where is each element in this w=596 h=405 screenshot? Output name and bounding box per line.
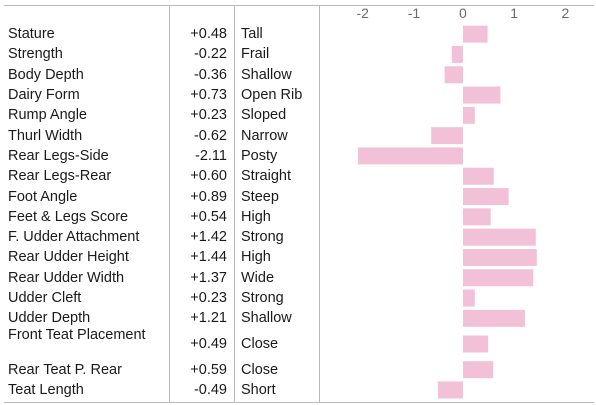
- trait-name: Udder Cleft: [8, 290, 82, 307]
- trait-descriptor: Short: [241, 381, 276, 398]
- trait-value: +0.23: [190, 290, 227, 307]
- x-tick-label: -2: [357, 5, 370, 21]
- bar: [431, 127, 463, 145]
- trait-value: +0.54: [190, 208, 227, 225]
- trait-value: +0.73: [190, 87, 227, 104]
- bar: [444, 66, 463, 84]
- bar: [463, 248, 537, 266]
- trait-descriptor: Shallow: [241, 66, 292, 83]
- trait-value: -0.62: [193, 127, 227, 144]
- trait-name: Foot Angle: [8, 188, 78, 205]
- bar: [463, 228, 536, 246]
- trait-name: Body Depth: [8, 66, 84, 83]
- bar: [451, 45, 463, 63]
- trait-descriptor: Narrow: [241, 127, 288, 144]
- trait-name: Thurl Width: [8, 127, 83, 144]
- bar: [463, 335, 489, 353]
- bar: [463, 86, 501, 104]
- column-divider-1: [169, 6, 170, 402]
- trait-descriptor: Strong: [241, 229, 284, 246]
- trait-name: Teat Length: [8, 381, 84, 398]
- trait-value: +0.60: [190, 168, 227, 185]
- bar: [437, 381, 463, 399]
- trait-name: Rear Udder Width: [8, 269, 125, 286]
- bar: [463, 208, 491, 226]
- trait-descriptor: Straight: [241, 168, 291, 185]
- column-divider-2: [234, 6, 235, 402]
- bar: [463, 289, 475, 307]
- x-tick-label: 1: [510, 5, 518, 21]
- trait-name: Dairy Form: [8, 87, 80, 104]
- trait-value: +1.44: [190, 249, 227, 266]
- bar: [463, 167, 494, 185]
- trait-descriptor: Tall: [241, 26, 263, 43]
- trait-name: Rear Teat P. Rear: [8, 361, 122, 378]
- trait-value: +0.89: [190, 188, 227, 205]
- trait-value: +0.48: [190, 26, 227, 43]
- trait-value: -0.36: [193, 66, 227, 83]
- trait-name: Rear Legs-Side: [8, 147, 109, 164]
- trait-name: F. Udder Attachment: [8, 229, 140, 246]
- trait-value: -0.49: [193, 381, 227, 398]
- trait-descriptor: Posty: [241, 147, 278, 164]
- trait-name: Rear Legs-Rear: [8, 168, 112, 185]
- trait-value: +1.21: [190, 310, 227, 327]
- trait-value: +1.37: [190, 269, 227, 286]
- bar: [463, 188, 509, 206]
- x-tick-label: -1: [408, 5, 421, 21]
- trait-value: -0.22: [193, 46, 227, 63]
- bottom-border: [4, 402, 594, 403]
- column-divider-3: [319, 6, 320, 402]
- trait-value: +0.49: [190, 336, 227, 352]
- trait-value: +0.23: [190, 107, 227, 124]
- trait-descriptor: High: [241, 208, 271, 225]
- trait-name: Strength: [8, 46, 63, 63]
- trait-descriptor: Close: [241, 361, 279, 378]
- bar: [357, 147, 463, 165]
- trait-descriptor: Strong: [241, 290, 284, 307]
- x-tick-label: 0: [459, 5, 467, 21]
- top-border: [4, 5, 594, 6]
- trait-name: Rump Angle: [8, 107, 87, 124]
- trait-descriptor: Shallow: [241, 310, 292, 327]
- trait-descriptor: Close: [241, 336, 279, 352]
- trait-descriptor: High: [241, 249, 271, 266]
- trait-value: +0.59: [190, 361, 227, 378]
- trait-descriptor: Sloped: [241, 107, 287, 124]
- trait-descriptor: Open Rib: [241, 87, 303, 104]
- x-tick-label: 2: [562, 5, 570, 21]
- trait-name: Feet & Legs Score: [8, 208, 129, 225]
- trait-value: +1.42: [190, 229, 227, 246]
- trait-descriptor: Steep: [241, 188, 279, 205]
- trait-name: Rear Udder Height: [8, 249, 129, 266]
- bar: [463, 309, 526, 327]
- trait-name: Stature: [8, 26, 55, 43]
- trait-descriptor: Frail: [241, 46, 270, 63]
- bar: [463, 106, 475, 124]
- bar: [463, 25, 488, 43]
- bar: [463, 269, 534, 287]
- trait-value: -2.11: [195, 147, 227, 164]
- trait-name: Front Teat Placement: [8, 327, 146, 343]
- bar: [463, 361, 494, 379]
- trait-descriptor: Wide: [241, 269, 275, 286]
- trait-name: Udder Depth: [8, 310, 91, 327]
